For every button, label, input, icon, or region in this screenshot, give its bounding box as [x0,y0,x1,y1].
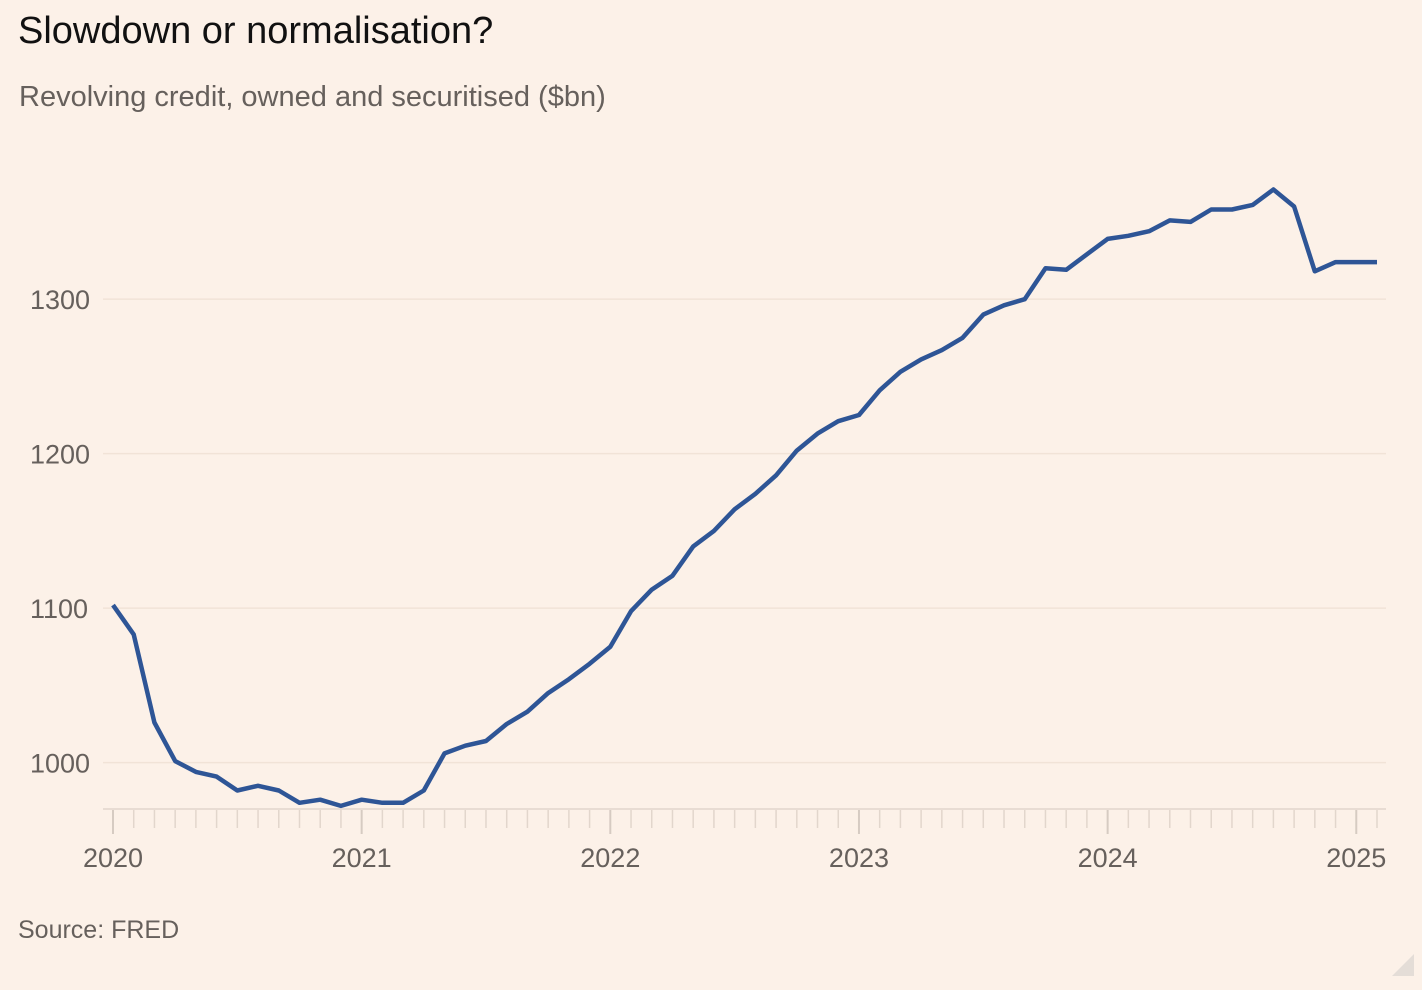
x-tick-label-2021: 2021 [332,843,392,873]
y-tick-label-1000: 1000 [30,749,90,779]
chart-title: Slowdown or normalisation? [18,10,494,52]
y-tick-label-1300: 1300 [30,285,90,315]
x-tick-label-2025: 2025 [1326,843,1386,873]
x-tick-label-2022: 2022 [580,843,640,873]
y-tick-label-1200: 1200 [30,440,90,470]
resize-handle[interactable] [1392,954,1414,976]
chart-subtitle: Revolving credit, owned and securitised … [19,81,606,113]
x-tick-label-2024: 2024 [1078,843,1138,873]
y-tick-label-1100: 1100 [30,594,88,624]
series-line-revolving-credit [111,187,1377,809]
x-tick-label-2020: 2020 [83,843,143,873]
source-note: Source: FRED [18,916,180,944]
x-tick-label-2023: 2023 [829,843,889,873]
